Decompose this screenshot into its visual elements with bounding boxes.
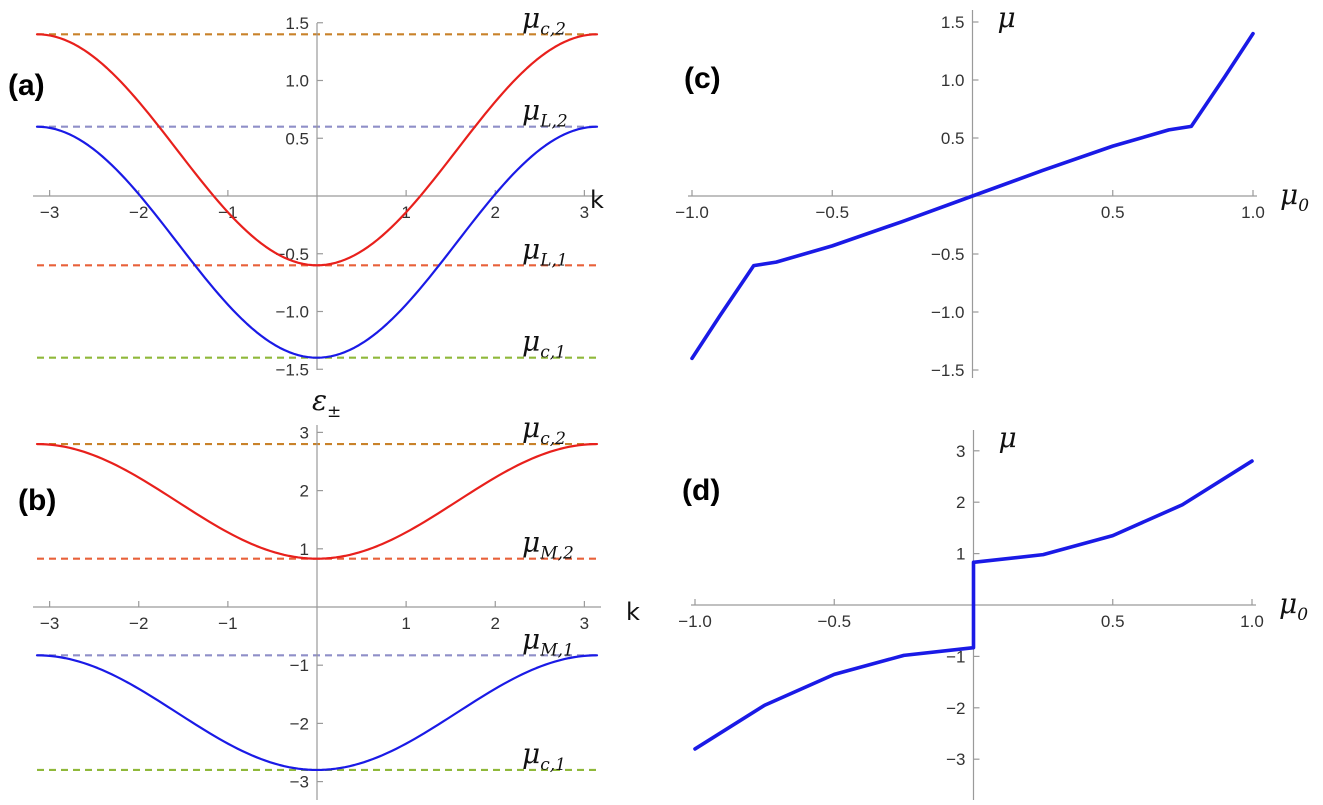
x-tick-label: −1 [218, 614, 237, 633]
y-tick-label: 1.5 [941, 13, 965, 32]
x-tick-label: 1.0 [1240, 612, 1264, 631]
panel-label: (d) [682, 474, 720, 507]
reference-line-label: μc,2 [522, 411, 566, 449]
y-tick-label: −0.5 [931, 245, 965, 264]
x-axis-label: k [590, 186, 604, 214]
y-axis-label: ε± [312, 384, 341, 422]
x-tick-label: 2 [491, 614, 500, 633]
y-tick-label: 2 [300, 482, 309, 501]
reference-line-label: μL,2 [522, 94, 568, 132]
y-tick-label: −1.0 [931, 303, 965, 322]
series-line [35, 654, 599, 772]
panel-label: (b) [18, 484, 56, 517]
y-tick-label: 1.5 [285, 14, 309, 33]
panel-d: (d) −1.0 −0.5 0.5 1.0 3 2 1 −1 −2 −3 μ0 μ [678, 421, 1308, 800]
x-tick-label: −2 [129, 203, 148, 222]
y-tick-label: −1 [946, 647, 965, 666]
x-axis-label: μ0 [1280, 178, 1309, 216]
x-tick-label: 3 [580, 614, 589, 633]
series-line [690, 31, 1255, 361]
y-tick-label: 0.5 [941, 129, 965, 148]
y-tick-label: 1 [956, 545, 965, 564]
y-tick-label: −1 [290, 656, 309, 675]
reference-line-label: μc,1 [522, 737, 566, 775]
x-tick-label: 2 [491, 203, 500, 222]
series-line [35, 442, 599, 560]
x-axis-label: μ0 [1279, 587, 1308, 625]
reference-line-label: μM,2 [522, 526, 574, 564]
y-tick-label: 3 [956, 442, 965, 461]
panel-b: (b) −3 −2 −1 1 2 3 3 2 1 −1 −2 −3 k ε± μc,2 μM,2 μM,1 μc,1 [18, 384, 640, 800]
x-tick-label: 1 [401, 614, 410, 633]
y-tick-label: −1.5 [931, 361, 965, 380]
x-tick-label: −3 [40, 614, 59, 633]
series-line [35, 33, 599, 267]
y-tick-label: 1 [300, 540, 309, 559]
x-tick-label: −3 [40, 203, 59, 222]
x-tick-label: 3 [580, 203, 589, 222]
y-tick-label: 0.5 [285, 129, 309, 148]
reference-line-label: μM,1 [522, 622, 574, 660]
x-tick-label: 0.5 [1101, 612, 1125, 631]
x-axis-label: k [626, 598, 640, 626]
reference-line-label: μc,1 [522, 325, 566, 363]
series-line [35, 125, 599, 359]
x-tick-label: 0.5 [1101, 203, 1125, 222]
y-tick-label: −1.5 [275, 360, 309, 379]
x-tick-label: −1.0 [678, 612, 712, 631]
x-tick-label: −2 [129, 614, 148, 633]
reference-line-label: μc,2 [522, 1, 566, 39]
y-tick-label: 3 [300, 423, 309, 442]
y-tick-label: −1.0 [275, 303, 309, 322]
y-tick-label: −0.5 [275, 245, 309, 264]
y-tick-label: 2 [956, 493, 965, 512]
y-tick-label: −3 [946, 750, 965, 769]
y-axis-label: μ [998, 1, 1016, 34]
panel-label: (c) [684, 62, 721, 95]
y-tick-label: −3 [290, 773, 309, 792]
y-tick-label: −2 [946, 699, 965, 718]
y-tick-label: 1.0 [285, 72, 309, 91]
panel-label: (a) [8, 69, 45, 102]
y-tick-label: 1.0 [941, 71, 965, 90]
panel-a: (a)−3 −2 −1 1 2 31.51.00.5−0.5−1.0−1.5kμc,2μL… [8, 1, 604, 379]
x-tick-label: 1.0 [1241, 203, 1265, 222]
x-tick-label: −0.5 [815, 203, 849, 222]
x-tick-label: −0.5 [817, 612, 851, 631]
x-tick-label: −1.0 [675, 203, 709, 222]
reference-line-label: μL,1 [522, 232, 568, 270]
panel-c: (c) −1.0 −0.5 0.5 1.0 1.5 1.0 0.5 −0.5 −1.0 −1.5 μ0… [675, 1, 1309, 380]
y-axis-label: μ [999, 421, 1017, 454]
y-tick-label: −2 [290, 714, 309, 733]
series-line [693, 459, 1254, 751]
